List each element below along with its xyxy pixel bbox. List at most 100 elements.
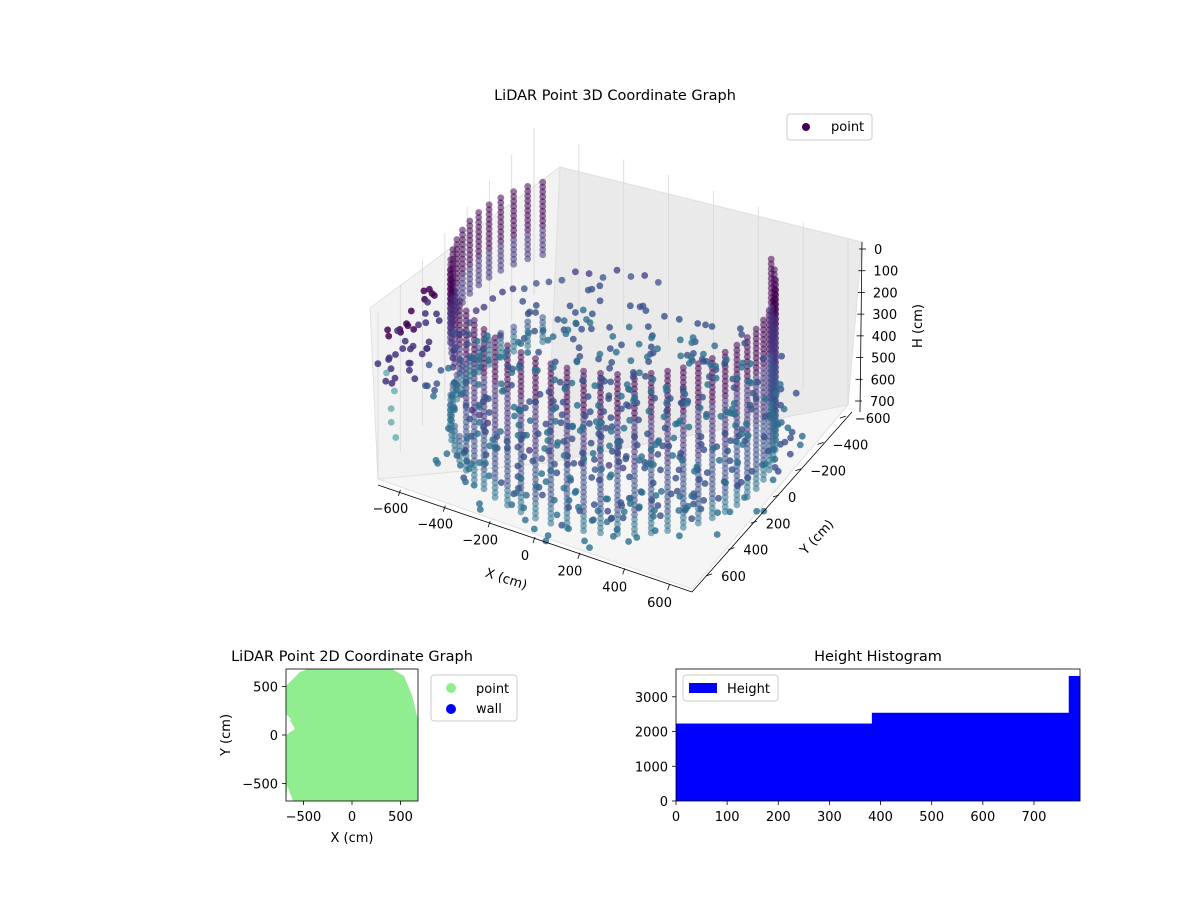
point-marker <box>708 495 716 502</box>
legend-histogram-swatch <box>689 683 717 693</box>
point-marker <box>767 323 775 331</box>
point-marker <box>560 484 568 492</box>
point-marker <box>556 378 564 386</box>
point-marker <box>530 525 538 533</box>
point-marker <box>466 280 474 288</box>
point-marker <box>470 442 478 450</box>
tick-mark <box>706 573 713 577</box>
point-marker <box>497 262 505 269</box>
point-marker <box>660 413 668 421</box>
point-marker <box>652 441 659 449</box>
point-marker <box>733 472 741 480</box>
point-marker <box>623 381 631 388</box>
point-marker <box>767 313 775 321</box>
point-marker <box>462 428 470 436</box>
point-marker <box>664 459 671 467</box>
point-marker <box>597 471 604 479</box>
point-marker <box>743 425 751 433</box>
point-marker <box>491 382 499 390</box>
point-marker <box>614 424 621 431</box>
point-marker <box>584 393 592 400</box>
point-marker <box>721 498 729 506</box>
point-marker <box>739 359 747 367</box>
point-marker <box>453 299 461 306</box>
point-marker <box>475 243 483 250</box>
histogram-title: Height Histogram <box>814 649 942 665</box>
point-marker <box>480 423 487 431</box>
point-marker <box>474 430 481 437</box>
point-marker <box>743 479 751 486</box>
point-marker <box>524 216 532 224</box>
point-marker <box>425 361 433 369</box>
point-marker <box>399 345 407 352</box>
point-marker <box>459 284 466 292</box>
point-marker <box>760 345 767 353</box>
point-marker <box>760 466 767 474</box>
point-marker <box>748 379 755 387</box>
point-marker <box>664 372 671 380</box>
point-marker <box>631 467 638 475</box>
point-marker <box>485 206 493 214</box>
point-marker <box>476 404 483 411</box>
point-marker <box>462 307 470 315</box>
y-tick-label: 200 <box>766 517 791 532</box>
point-marker <box>563 364 571 372</box>
point-marker <box>767 255 775 263</box>
point-marker <box>517 475 525 482</box>
point-marker <box>597 500 604 508</box>
point-marker <box>679 422 687 430</box>
point-marker <box>588 310 596 318</box>
point-marker <box>541 445 549 452</box>
point-marker <box>605 395 612 402</box>
point-marker <box>491 377 499 385</box>
point-marker <box>485 346 493 354</box>
point-marker <box>700 350 707 358</box>
point-marker <box>708 490 716 498</box>
point-marker <box>384 326 391 334</box>
y-tick-label-hist: 3000 <box>635 691 668 706</box>
point-marker <box>622 453 630 460</box>
y-tick-label-hist: 0 <box>660 795 668 810</box>
point-marker <box>708 475 716 483</box>
tick-mark <box>839 415 846 419</box>
point-marker <box>532 280 540 287</box>
point-marker <box>532 466 539 474</box>
point-marker <box>723 356 730 364</box>
y-axis-label: Y (cm) <box>797 517 837 559</box>
point-marker <box>767 280 775 287</box>
point-marker <box>510 241 518 249</box>
point-marker <box>524 245 532 253</box>
point-marker <box>504 414 511 422</box>
point-marker <box>743 396 751 404</box>
point-marker <box>446 339 454 346</box>
point-marker <box>734 374 741 382</box>
point-marker <box>532 360 539 367</box>
point-marker <box>466 246 474 254</box>
point-marker <box>504 445 511 452</box>
point-marker <box>614 491 621 499</box>
point-marker <box>722 479 729 487</box>
point-marker <box>539 314 547 321</box>
point-marker <box>749 389 757 397</box>
point-marker <box>543 429 551 436</box>
point-marker <box>694 485 702 493</box>
point-marker <box>631 404 638 412</box>
point-marker <box>679 480 687 488</box>
point-marker <box>688 492 696 500</box>
point-marker <box>733 351 741 359</box>
point-marker <box>504 463 511 470</box>
point-marker <box>443 450 451 458</box>
point-marker <box>470 326 478 334</box>
point-marker <box>762 395 769 403</box>
point-marker <box>532 413 539 420</box>
point-marker <box>475 223 483 231</box>
point-marker <box>510 212 518 220</box>
point-marker <box>679 437 687 444</box>
point-marker <box>532 302 540 309</box>
x-tick-label-hist: 100 <box>715 810 740 825</box>
point-marker <box>539 251 547 259</box>
point-marker <box>694 456 702 464</box>
point-marker <box>510 231 518 239</box>
point-marker <box>638 453 645 461</box>
point-marker <box>606 442 613 450</box>
